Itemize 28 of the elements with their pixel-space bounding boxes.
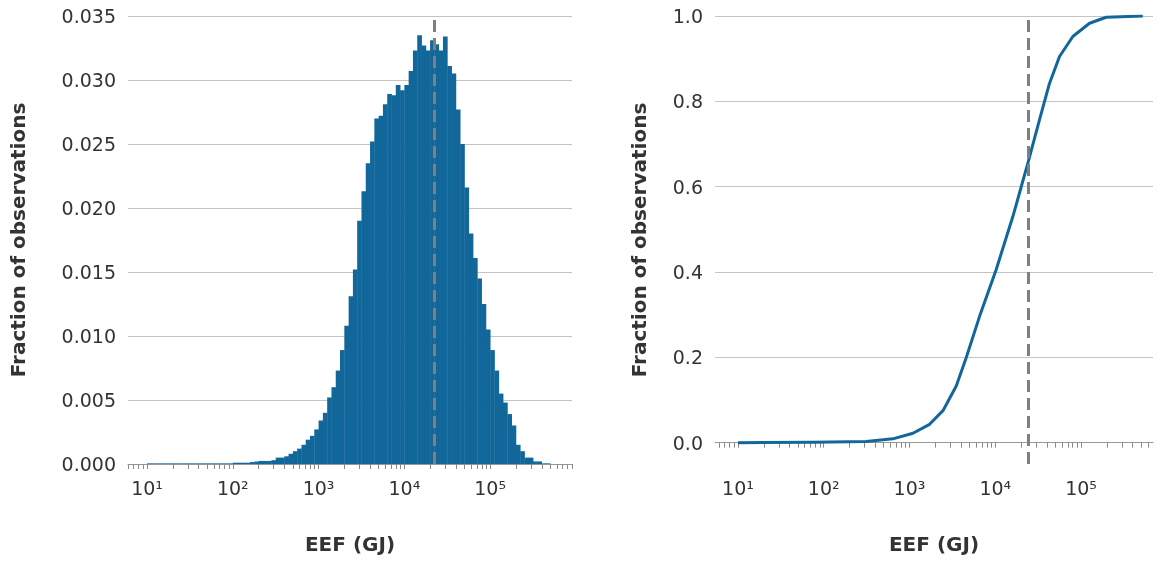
- y-tick-label: 0.030: [61, 69, 116, 91]
- y-tick-label: 0.000: [61, 453, 116, 475]
- y-tick-label: 0.0: [672, 431, 703, 454]
- x-tick-label: 10⁵: [474, 476, 507, 499]
- x-axis-title: EEF (GJ): [888, 532, 980, 556]
- x-axis-title: EEF (GJ): [304, 532, 396, 556]
- x-tick-label: 10²: [807, 476, 840, 499]
- x-tick-label: 10²: [216, 476, 249, 499]
- y-tick-label: 0.2: [672, 346, 703, 369]
- x-tick-label: 10³: [302, 476, 335, 499]
- y-tick-label: 0.035: [61, 5, 116, 27]
- y-tick-label: 0.005: [61, 389, 116, 411]
- y-tick-label: 0.6: [672, 175, 703, 198]
- x-tick-label: 10⁴: [979, 476, 1012, 499]
- y-tick-label: 0.025: [61, 133, 116, 155]
- y-axis-title: Fraction of observations: [627, 102, 651, 378]
- x-tick-label: 10⁵: [1065, 476, 1097, 499]
- x-tick-label: 10¹: [131, 476, 163, 499]
- y-tick-label: 1.0: [672, 5, 703, 27]
- y-axis-title: Fraction of observations: [6, 102, 30, 378]
- y-tick-label: 0.020: [61, 197, 116, 219]
- y-tick-label: 0.4: [672, 261, 703, 283]
- x-tick-label: 10¹: [722, 476, 754, 499]
- y-tick-label: 0.010: [61, 325, 116, 347]
- x-tick-label: 10⁴: [388, 476, 421, 499]
- x-tick-label: 10³: [893, 476, 926, 499]
- y-tick-label: 0.8: [672, 90, 703, 113]
- y-tick-label: 0.015: [61, 261, 116, 283]
